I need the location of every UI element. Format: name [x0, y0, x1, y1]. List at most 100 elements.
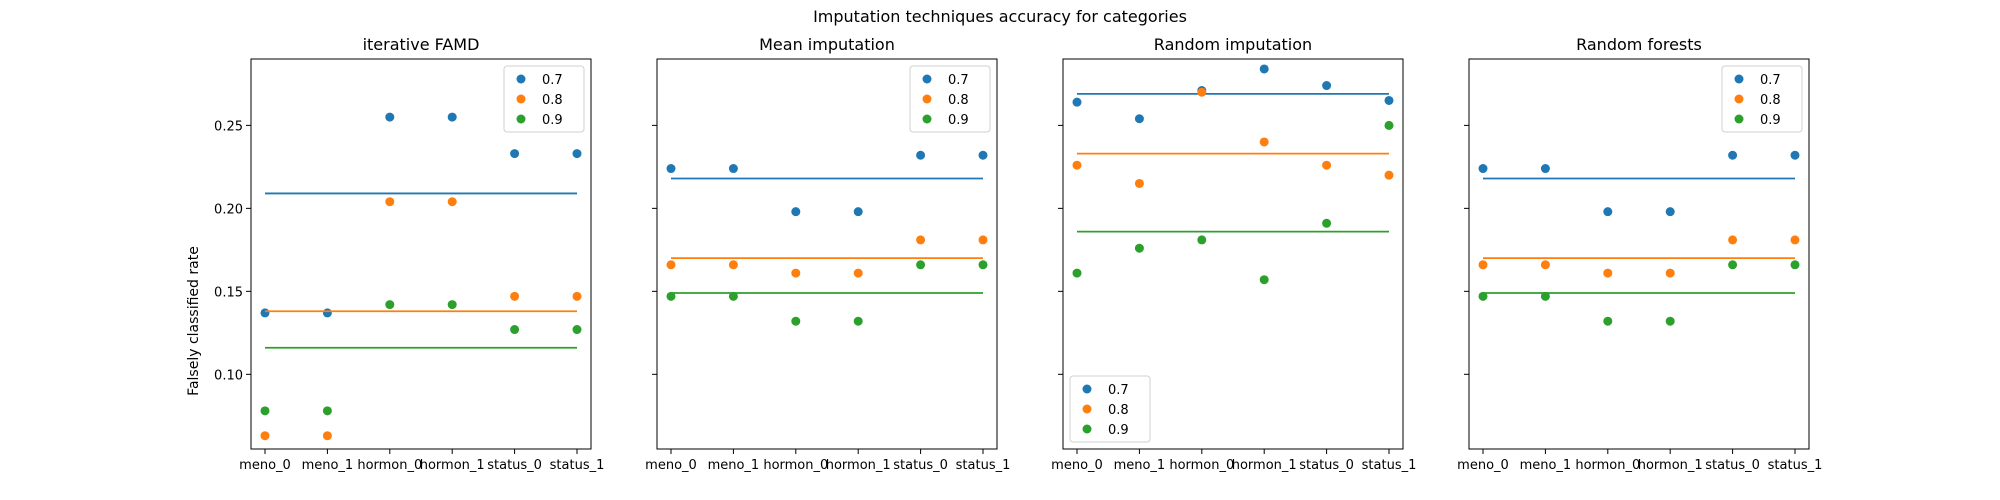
subplot-title: iterative FAMD: [363, 35, 480, 54]
legend-marker-0.9: [1734, 114, 1744, 124]
legend-marker-0.9: [922, 114, 932, 124]
legend-marker-0.8: [516, 94, 526, 104]
point-0.7-hormon_0: [1603, 207, 1613, 217]
point-0.8-status_0: [510, 291, 520, 301]
point-0.8-hormon_0: [1197, 87, 1207, 97]
point-0.8-meno_1: [728, 260, 738, 270]
point-0.7-meno_0: [1478, 164, 1488, 174]
figure-suptitle: Imputation techniques accuracy for categ…: [813, 7, 1187, 26]
point-0.9-meno_0: [260, 406, 270, 416]
point-0.7-meno_0: [666, 164, 676, 174]
legend-label: 0.7: [1108, 383, 1129, 398]
point-0.9-hormon_1: [447, 300, 457, 310]
subplot-title: Mean imputation: [759, 35, 895, 54]
point-0.8-status_1: [978, 235, 988, 245]
point-0.9-meno_0: [666, 291, 676, 301]
point-0.9-meno_1: [1540, 291, 1550, 301]
point-0.9-meno_0: [1478, 291, 1488, 301]
legend-label: 0.8: [542, 93, 563, 108]
point-0.7-hormon_0: [791, 207, 801, 217]
legend-marker-0.9: [516, 114, 526, 124]
legend: 0.7 0.8 0.9: [1721, 65, 1803, 133]
x-tick-label: hormon_0: [1575, 458, 1640, 473]
point-0.8-meno_0: [260, 431, 270, 441]
x-tick-label: meno_0: [239, 458, 291, 473]
point-0.9-status_0: [916, 260, 926, 270]
point-0.9-meno_1: [322, 406, 332, 416]
point-0.8-status_1: [1384, 170, 1394, 180]
point-0.7-status_1: [978, 150, 988, 160]
point-0.8-hormon_0: [1603, 268, 1613, 278]
point-0.7-meno_0: [1072, 97, 1082, 107]
x-tick-label: status_1: [1362, 458, 1417, 473]
point-0.8-meno_0: [666, 260, 676, 270]
y-tick-label: 0.15: [214, 285, 243, 300]
legend-marker-0.7: [516, 74, 526, 84]
point-0.8-status_0: [916, 235, 926, 245]
x-tick-label: hormon_1: [1638, 458, 1703, 473]
legend-label: 0.7: [948, 73, 969, 88]
point-0.7-status_0: [916, 150, 926, 160]
x-tick-label: status_0: [487, 458, 542, 473]
legend: 0.7 0.8 0.9: [503, 65, 585, 133]
subplot-1: iterative FAMD 0.10 0.15 0.20 0.25 meno_0 meno…: [214, 35, 604, 473]
legend-box: [1721, 65, 1803, 133]
point-0.9-status_0: [1322, 218, 1332, 228]
legend-label: 0.8: [1108, 403, 1129, 418]
point-0.8-meno_0: [1478, 260, 1488, 270]
point-0.9-status_0: [510, 325, 520, 335]
point-0.9-meno_0: [1072, 268, 1082, 278]
x-tick-label: hormon_1: [420, 458, 485, 473]
legend-marker-0.8: [1082, 404, 1092, 414]
legend-label: 0.9: [1108, 423, 1129, 438]
legend-label: 0.8: [948, 93, 969, 108]
legend-label: 0.7: [542, 73, 563, 88]
subplot-4: Random forests meno_0 meno_1 hormon_0hormon…: [1457, 35, 1822, 473]
x-tick-label: status_1: [550, 458, 605, 473]
point-0.8-meno_1: [1540, 260, 1550, 270]
y-tick-label: 0.10: [214, 368, 243, 383]
legend-label: 0.9: [948, 113, 969, 128]
legend-marker-0.7: [1082, 384, 1092, 394]
point-0.9-meno_1: [1134, 243, 1144, 253]
subplot-title: Random forests: [1576, 35, 1702, 54]
legend-label: 0.9: [1760, 113, 1781, 128]
point-0.8-hormon_0: [385, 197, 395, 207]
point-0.9-hormon_1: [1665, 316, 1675, 326]
x-tick-label: hormon_0: [357, 458, 422, 473]
legend-label: 0.7: [1760, 73, 1781, 88]
legend: 0.7 0.8 0.9: [1069, 375, 1151, 443]
x-tick-label: status_0: [893, 458, 948, 473]
axes-frame: [250, 58, 592, 450]
point-0.7-hormon_1: [447, 112, 457, 122]
point-0.7-meno_1: [1540, 164, 1550, 174]
point-0.7-status_0: [1322, 81, 1332, 91]
point-0.8-status_0: [1728, 235, 1738, 245]
legend-marker-0.7: [1734, 74, 1744, 84]
point-0.8-meno_1: [322, 431, 332, 441]
point-0.8-hormon_0: [791, 268, 801, 278]
point-0.9-meno_1: [728, 291, 738, 301]
point-0.7-status_0: [1728, 150, 1738, 160]
point-0.9-hormon_0: [1603, 316, 1613, 326]
point-0.7-meno_0: [260, 308, 270, 318]
point-0.8-hormon_1: [1665, 268, 1675, 278]
point-0.8-hormon_1: [853, 268, 863, 278]
point-0.7-hormon_0: [385, 112, 395, 122]
axes-frame: [656, 58, 998, 450]
point-0.7-hormon_1: [1665, 207, 1675, 217]
subplots: iterative FAMD 0.10 0.15 0.20 0.25 meno_0 meno…: [214, 35, 1822, 473]
x-tick-label: meno_0: [1051, 458, 1103, 473]
x-tick-label: meno_1: [302, 458, 354, 473]
y-axis-label: Falsely classified rate: [186, 246, 202, 396]
legend-marker-0.8: [922, 94, 932, 104]
point-0.9-status_1: [978, 260, 988, 270]
x-tick-label: status_0: [1299, 458, 1354, 473]
point-0.9-hormon_1: [1259, 275, 1269, 285]
legend-label: 0.8: [1760, 93, 1781, 108]
legend-box: [909, 65, 991, 133]
point-0.9-status_0: [1728, 260, 1738, 270]
legend-marker-0.9: [1082, 424, 1092, 434]
point-0.8-hormon_1: [447, 197, 457, 207]
point-0.9-hormon_0: [791, 316, 801, 326]
